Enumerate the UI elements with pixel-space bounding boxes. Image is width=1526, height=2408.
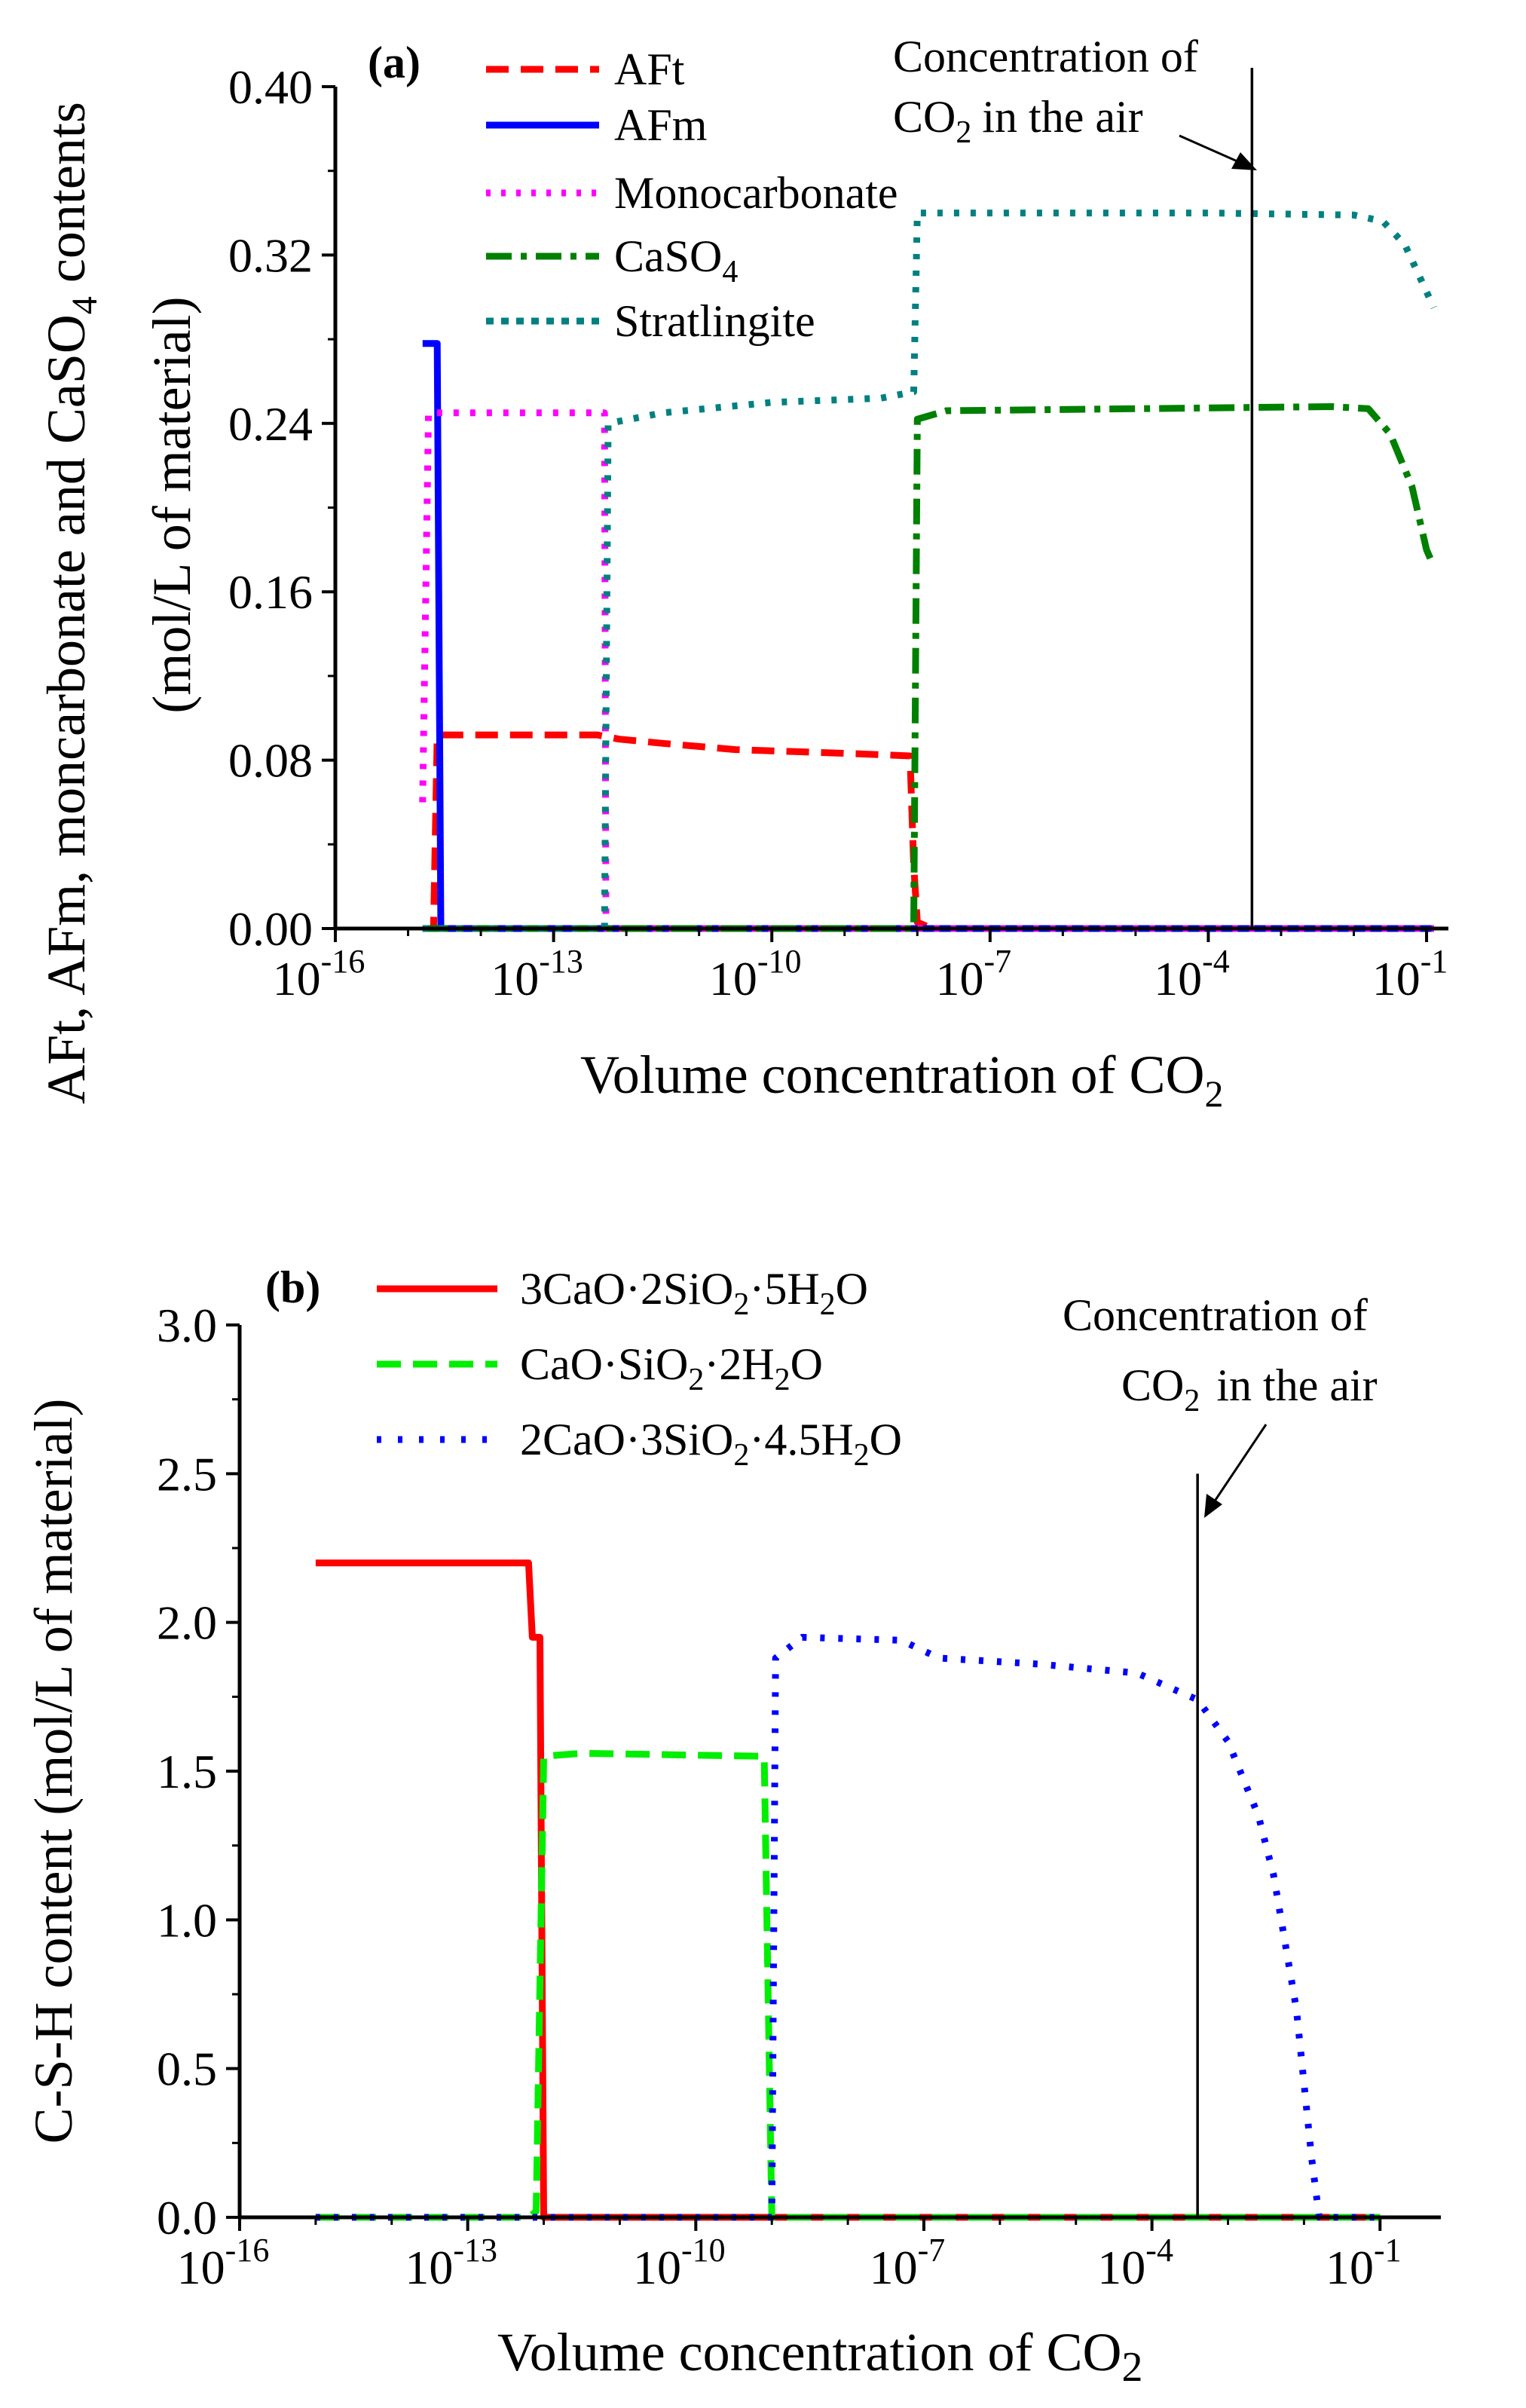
panel-b-legend: 3CaO·2SiO2·5H2O CaO·SiO2·2H2O 2CaO·3SiO2… — [377, 1264, 902, 1473]
series-3cao2sio-line — [315, 1559, 1381, 2221]
x-tick-label: 10-10 — [633, 2232, 726, 2294]
y-tick-label: 1.0 — [157, 1893, 217, 1947]
panel-b-air-annotation: Concentration of CO2 in the air — [1063, 1290, 1378, 1518]
x-tick-label: 10-1 — [1326, 2232, 1402, 2294]
panel-b-annotation-arrowhead — [1204, 1494, 1222, 1518]
series-caosio-line — [315, 1749, 1381, 2221]
series-afm-line — [422, 340, 1434, 932]
x-tick-label: 10-13 — [491, 943, 583, 1005]
y-tick-label: 0.00 — [228, 902, 313, 956]
panel-b-annotation-line1: Concentration of — [1063, 1290, 1368, 1340]
y-tick-label: 0.32 — [228, 228, 313, 282]
y-tick-label: 2.0 — [157, 1596, 217, 1650]
panel-b-annotation-arrow — [1208, 1424, 1268, 1510]
panel-a: 0.000.080.160.240.320.40 10-16 10-13 10-10… — [36, 32, 1448, 1115]
panel-b-y-axis-title: C-S-H content (mol/L of material) — [23, 1398, 84, 2143]
x-tick-label: 10-7 — [870, 2232, 946, 2294]
x-tick-label: 10-4 — [1097, 2232, 1173, 2294]
x-tick-label: 10-16 — [273, 943, 365, 1005]
panel-a-annotation-arrowhead — [1231, 152, 1257, 170]
panel-a-x-axis-title: Volume concentration of CO2 — [580, 1045, 1224, 1115]
series-aft-line — [422, 731, 1434, 932]
panel-b: 0.00.51.01.52.02.53.0 10-16 10-13 10-10 10-… — [23, 1262, 1441, 2391]
series-caso-line — [422, 403, 1437, 932]
x-tick-label: 10-16 — [177, 2232, 270, 2294]
panel-a-series-layer — [419, 210, 1437, 932]
y-tick-label: 0.16 — [228, 565, 313, 619]
panel-a-annotation-line2: CO2 in the air — [893, 92, 1143, 150]
panel-a-y-axis-title-line2: (mol/L of material) — [142, 296, 202, 713]
panel-a-label: (a) — [368, 38, 420, 87]
legend-label-aft: AFt — [614, 44, 685, 94]
panel-b-x-axis-title: Volume concentration of CO2 — [497, 2322, 1143, 2391]
y-tick-label: 0.40 — [228, 60, 313, 114]
panel-a-y-ticks: 0.00 0.08 0.16 0.24 0.32 0.40 — [228, 60, 335, 956]
y-tick-label: 3.0 — [157, 1299, 217, 1352]
legend-label-c3s2h5: 3CaO·2SiO2·5H2O — [520, 1264, 868, 1322]
y-tick-label: 0.5 — [157, 2042, 217, 2096]
panel-b-series-layer — [315, 1559, 1381, 2221]
panel-b-annotation-line2: CO2 in the air — [1121, 1360, 1378, 1418]
y-tick-label: 2.5 — [157, 1447, 217, 1501]
series-monocarbonate-line — [419, 409, 1434, 932]
legend-label-cs2h2: CaO·SiO2·2H2O — [520, 1339, 823, 1397]
panel-a-legend: AFt AFm Monocarbonate CaSO4 Stratlingite — [486, 44, 898, 346]
x-tick-label: 10-4 — [1154, 943, 1230, 1005]
legend-label-c2s3h45: 2CaO·3SiO2·4.5H2O — [520, 1415, 902, 1473]
y-tick-label: 0.24 — [228, 397, 313, 451]
panel-a-air-annotation: Concentration of CO2 in the air — [893, 32, 1257, 170]
y-tick-label: 1.5 — [157, 1745, 217, 1798]
x-tick-label: 10-10 — [709, 943, 802, 1005]
panel-b-label: (b) — [265, 1262, 320, 1312]
legend-label-stratlingite: Stratlingite — [614, 296, 815, 346]
panel-b-y-ticks: 0.0 0.5 1.0 1.5 2.0 2.5 3.0 — [157, 1299, 240, 2244]
y-tick-label: 0.0 — [157, 2191, 217, 2244]
x-tick-label: 10-7 — [935, 943, 1011, 1005]
panel-a-y-axis-title: AFt, AFm, moncarbonate and CaSO4 content… — [36, 102, 105, 1104]
panel-a-annotation-line1: Concentration of — [893, 32, 1198, 81]
panel-a-x-ticks: 10-16 10-13 10-10 10-7 10-4 10-1 — [273, 929, 1448, 1005]
legend-label-caso4: CaSO4 — [614, 231, 738, 289]
x-tick-label: 10-13 — [405, 2232, 497, 2294]
x-tick-label: 10-1 — [1372, 943, 1448, 1005]
series-stratlingite-line — [422, 210, 1437, 932]
series-2cao3sio-line — [315, 1633, 1381, 2221]
y-tick-label: 0.08 — [228, 734, 313, 788]
panel-b-x-ticks: 10-16 10-13 10-10 10-7 10-4 10-1 — [177, 2217, 1402, 2294]
legend-label-monocarbonate: Monocarbonate — [614, 168, 898, 218]
legend-label-afm: AFm — [614, 100, 707, 150]
